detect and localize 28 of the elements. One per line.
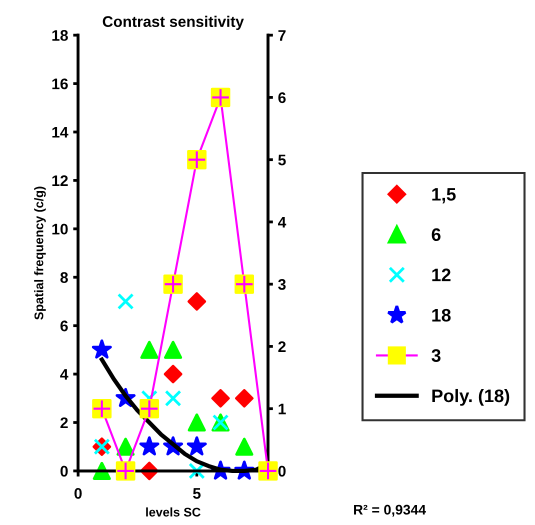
y-tick-label: 0 — [60, 466, 68, 477]
legend-label: 1,5 — [432, 188, 456, 204]
legend-label: 12 — [432, 268, 450, 282]
legend-label: Poly. (18) — [432, 388, 510, 406]
y-tick-label: 4 — [60, 369, 68, 380]
y2-tick-label: 2 — [278, 341, 286, 352]
y-tick-label: 10 — [52, 224, 68, 235]
y-tick-label: 18 — [52, 30, 68, 41]
y-tick-label: 8 — [60, 272, 68, 283]
y2-tick-label: 6 — [278, 92, 286, 104]
y2-tick-label: 0 — [278, 466, 286, 477]
y2-tick-label: 4 — [278, 216, 286, 228]
text: R² = 0,9344 — [354, 504, 426, 517]
legend-label: 6 — [432, 228, 441, 242]
y2-tick-label: 3 — [278, 279, 286, 290]
y2-tick-label: 7 — [278, 30, 286, 41]
y-tick-label: 14 — [52, 127, 68, 138]
chart-title: Contrast sensitivity — [102, 16, 244, 30]
legend-label: 18 — [432, 308, 451, 322]
y2-tick-label: 1 — [278, 404, 286, 414]
y2-tick-label: 5 — [278, 154, 286, 166]
y-tick-label: 2 — [60, 417, 68, 428]
y-tick-label: 16 — [52, 78, 68, 90]
x-axis-title: levels SC — [146, 507, 201, 517]
y-tick-label: 6 — [60, 320, 68, 332]
legend-label: 3 — [432, 349, 441, 362]
y-tick-label: 12 — [52, 175, 68, 186]
y-axis-title: Spatial frequency (c/g) — [34, 186, 46, 320]
